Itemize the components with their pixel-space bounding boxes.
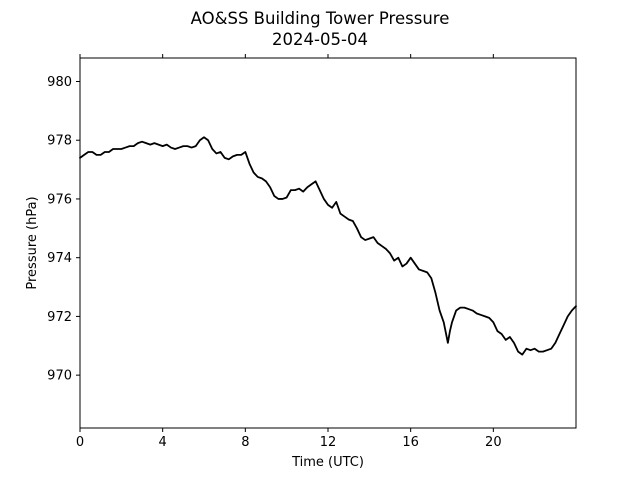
y-tick-label: 976 — [47, 192, 72, 207]
x-tick-label: 8 — [241, 435, 249, 450]
x-tick-label: 20 — [485, 435, 502, 450]
x-axis-label: Time (UTC) — [291, 455, 364, 470]
plot-frame — [79, 57, 577, 429]
axes: 0 4 8 12 16 20 970 972 974 976 978 980 — [47, 54, 577, 450]
x-tick-label: 12 — [320, 435, 337, 450]
y-tick-label: 974 — [47, 251, 72, 266]
y-tick-label: 970 — [47, 369, 72, 384]
x-tick-label: 16 — [402, 435, 419, 450]
series-line-0 — [79, 136, 577, 356]
chart-subtitle: 2024-05-04 — [272, 30, 368, 49]
chart-title: AO&SS Building Tower Pressure — [191, 9, 450, 28]
y-tick-label: 978 — [47, 134, 72, 149]
y-tick-label: 980 — [47, 75, 72, 90]
series-layer — [79, 136, 577, 356]
y-axis-label: Pressure (hPa) — [25, 196, 40, 289]
y-tick-label: 972 — [47, 310, 72, 325]
x-tick-label: 4 — [159, 435, 167, 450]
x-tick-label: 0 — [76, 435, 84, 450]
